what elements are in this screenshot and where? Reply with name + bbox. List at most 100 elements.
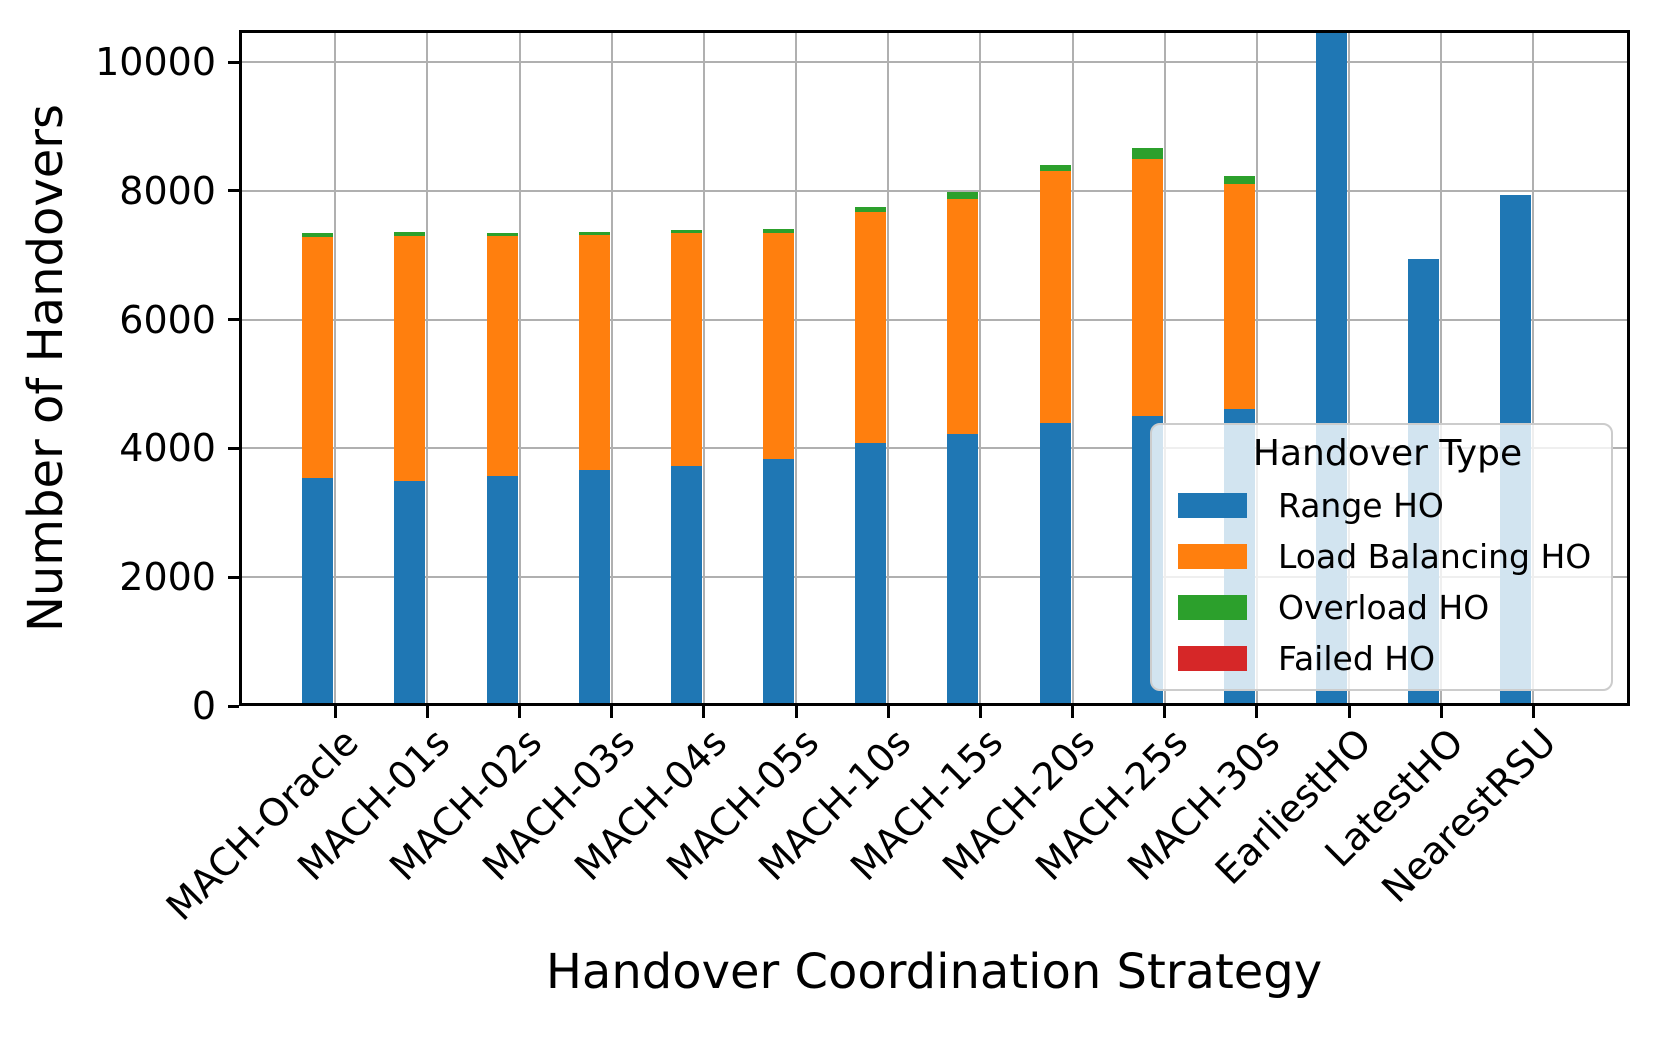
bar-segment-range-ho: [394, 480, 426, 703]
bar-MACH-10s: [855, 207, 887, 703]
x-axis-label: Handover Coordination Strategy: [545, 944, 1323, 1000]
h-gridline-10000: [242, 61, 1627, 64]
x-tick-mark: [794, 706, 798, 718]
bar-segment-load-balancing-ho: [1223, 183, 1255, 410]
v-gridline: [610, 33, 613, 703]
x-tick-mark: [1255, 706, 1259, 718]
v-gridline: [1440, 33, 1443, 703]
y-axis-label: Number of Handovers: [18, 103, 74, 633]
bar-segment-range-ho: [855, 443, 887, 703]
x-tick-mark: [1531, 706, 1535, 718]
bar-segment-overload-ho: [855, 207, 887, 213]
h-gridline-8000: [242, 189, 1627, 192]
plot-area: Handover Type Range HO Load Balancing HO O…: [239, 30, 1630, 706]
bar-segment-range-ho: [578, 469, 610, 703]
y-tick-mark: [228, 318, 239, 322]
v-gridline: [1255, 33, 1258, 703]
bar-MACH-20s: [1039, 165, 1071, 703]
bar-segment-load-balancing-ho: [302, 236, 334, 479]
bar-MACH-04s: [670, 229, 702, 703]
legend-entry-label: Load Balancing HO: [1278, 537, 1592, 576]
v-gridline: [795, 33, 798, 703]
y-tick-label-2000: 2000: [119, 555, 216, 600]
x-tick-mark: [1071, 706, 1075, 718]
legend-entry-label: Range HO: [1278, 486, 1444, 525]
bar-segment-overload-ho: [763, 228, 795, 233]
y-tick-label-10000: 10000: [95, 40, 216, 85]
bar-MACH-15s: [947, 192, 979, 703]
bar-MACH-02s: [486, 232, 518, 703]
bar-segment-load-balancing-ho: [947, 198, 979, 435]
bar-segment-range-ho: [670, 465, 702, 703]
y-tick-label-4000: 4000: [119, 426, 216, 471]
bar-segment-overload-ho: [947, 192, 979, 199]
v-gridline: [1532, 33, 1535, 703]
bar-segment-load-balancing-ho: [486, 236, 518, 476]
y-tick-label-0: 0: [191, 684, 216, 728]
x-tick-mark: [1347, 706, 1351, 718]
bar-segment-load-balancing-ho: [763, 232, 795, 460]
legend-entry-load-balancing-ho: Load Balancing HO: [1178, 531, 1597, 582]
bar-segment-overload-ho: [1039, 165, 1071, 171]
v-gridline: [426, 33, 429, 703]
legend-swatch-icon: [1178, 595, 1247, 620]
legend-title: Handover Type: [1252, 433, 1523, 474]
x-tick-mark: [610, 706, 614, 718]
x-tick-mark: [518, 706, 522, 718]
bar-segment-overload-ho: [302, 232, 334, 237]
y-tick-label-8000: 8000: [119, 168, 216, 213]
y-tick-mark: [228, 575, 239, 579]
v-gridline: [979, 33, 982, 703]
bar-segment-overload-ho: [394, 232, 426, 237]
y-tick-mark: [228, 60, 239, 64]
legend-entry-label: Overload HO: [1278, 588, 1490, 627]
v-gridline: [887, 33, 890, 703]
h-gridline-4000: [242, 447, 1627, 450]
bar-MACH-05s: [763, 228, 795, 703]
bar-segment-range-ho: [763, 459, 795, 703]
bar-MACH-01s: [394, 232, 426, 703]
x-tick-mark: [978, 706, 982, 718]
y-tick-label-6000: 6000: [119, 297, 216, 342]
bar-segment-load-balancing-ho: [855, 212, 887, 444]
x-tick-mark: [333, 706, 337, 718]
v-gridline: [1163, 33, 1166, 703]
v-gridline: [1348, 33, 1351, 703]
legend-swatch-icon: [1178, 493, 1247, 518]
legend-entry-range-ho: Range HO: [1178, 480, 1597, 531]
x-tick-mark: [1163, 706, 1167, 718]
legend-swatch-icon: [1178, 544, 1247, 569]
v-gridline: [1071, 33, 1074, 703]
legend-entries: Range HO Load Balancing HO Overload HO Fail…: [1178, 480, 1597, 684]
bar-segment-load-balancing-ho: [578, 235, 610, 470]
h-gridline-6000: [242, 318, 1627, 321]
bar-segment-range-ho: [302, 478, 334, 703]
y-tick-mark: [228, 446, 239, 450]
h-gridline-2000: [242, 576, 1627, 579]
bar-segment-load-balancing-ho: [394, 236, 426, 481]
bar-segment-overload-ho: [486, 232, 518, 237]
bar-segment-load-balancing-ho: [670, 233, 702, 466]
bar-segment-overload-ho: [578, 231, 610, 236]
x-tick-mark: [1439, 706, 1443, 718]
x-tick-mark: [886, 706, 890, 718]
bar-segment-range-ho: [1039, 422, 1071, 703]
bar-segment-range-ho: [486, 475, 518, 703]
x-tick-mark: [425, 706, 429, 718]
v-gridline: [518, 33, 521, 703]
bar-segment-overload-ho: [1223, 175, 1255, 184]
legend-swatch-icon: [1178, 646, 1247, 671]
y-tick-mark: [228, 189, 239, 193]
legend-entry-overload-ho: Overload HO: [1178, 582, 1597, 633]
bar-MACH-03s: [578, 231, 610, 703]
y-tick-mark: [228, 704, 239, 708]
x-tick-mark: [702, 706, 706, 718]
bar-MACH-Oracle: [302, 232, 334, 703]
bar-segment-range-ho: [947, 434, 979, 703]
bar-segment-load-balancing-ho: [1039, 171, 1071, 423]
legend: Handover Type Range HO Load Balancing HO O…: [1150, 423, 1613, 691]
bar-segment-load-balancing-ho: [1131, 158, 1163, 416]
legend-entry-failed-ho: Failed HO: [1178, 633, 1597, 684]
legend-entry-label: Failed HO: [1278, 639, 1436, 678]
